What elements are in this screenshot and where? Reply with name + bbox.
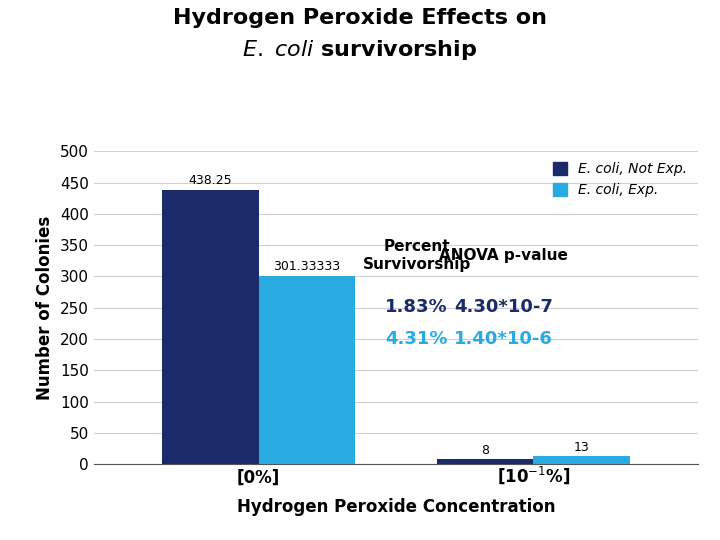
Bar [162,190,258,464]
Text: Percent
Survivorship: Percent Survivorship [362,239,471,273]
Text: [10$^{-1}$%]: [10$^{-1}$%] [497,464,570,486]
X-axis label: Hydrogen Peroxide Concentration: Hydrogen Peroxide Concentration [237,498,555,516]
Bar [534,456,630,464]
Text: Hydrogen Peroxide Effects on: Hydrogen Peroxide Effects on [173,8,547,28]
Text: 1.40*10-6: 1.40*10-6 [454,330,553,348]
Bar [437,460,534,464]
Text: $\it{E.\ coli}$ survivorship: $\it{E.\ coli}$ survivorship [243,38,477,62]
Bar [258,275,355,464]
Text: 8: 8 [482,444,490,457]
Text: ANOVA p-value: ANOVA p-value [438,248,567,264]
Text: 4.30*10-7: 4.30*10-7 [454,299,553,316]
Text: 438.25: 438.25 [189,174,233,187]
Text: 4.31%: 4.31% [385,330,448,348]
Text: 301.33333: 301.33333 [273,260,341,273]
Legend: E. coli, Not Exp., E. coli, Exp.: E. coli, Not Exp., E. coli, Exp. [549,158,691,201]
Y-axis label: Number of Colonies: Number of Colonies [36,215,54,400]
Text: 1.83%: 1.83% [385,299,448,316]
Text: 13: 13 [574,441,590,454]
